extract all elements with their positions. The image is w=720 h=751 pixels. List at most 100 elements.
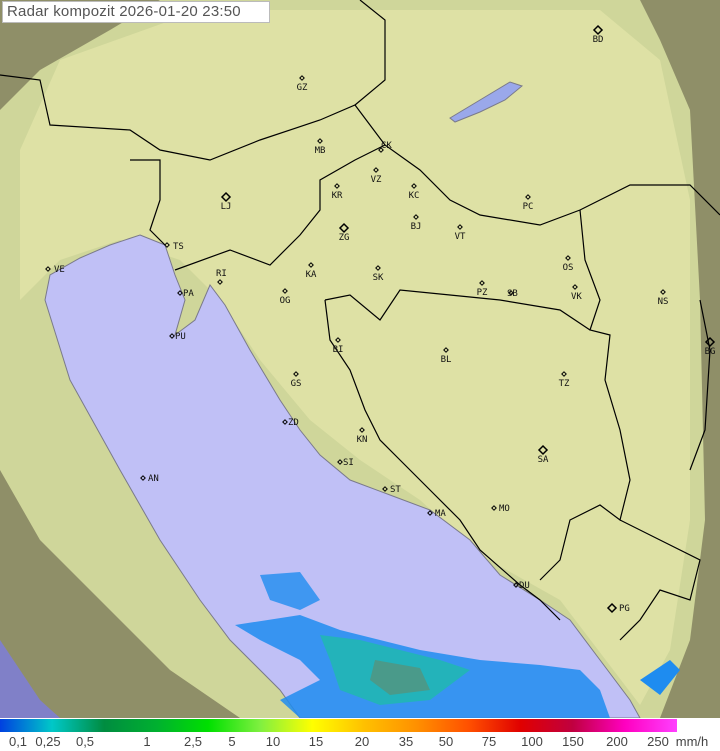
- city-pu: PU: [169, 332, 186, 342]
- lower-left-sea: [0, 640, 60, 718]
- map-title: Radar kompozit 2026-01-20 23:50: [2, 1, 270, 23]
- city-vk: VK: [571, 284, 582, 302]
- city-marker-icon: [359, 427, 365, 433]
- city-label: SK: [373, 273, 384, 283]
- city-marker-icon: [164, 242, 170, 248]
- city-label: PU: [175, 332, 186, 342]
- city-pz: PZ: [477, 280, 488, 298]
- city-label: SI: [343, 458, 354, 468]
- city-marker-icon: [457, 224, 463, 230]
- city-os: OS: [563, 255, 574, 273]
- city-ck: CK: [378, 141, 392, 153]
- city-label: PZ: [477, 288, 488, 298]
- city-label: BJ: [411, 222, 422, 232]
- city-marker-icon: [45, 266, 51, 272]
- city-marker-icon: [334, 183, 340, 189]
- city-marker-icon: [479, 280, 485, 286]
- city-pg: PG: [606, 602, 630, 614]
- legend-label: 0,1: [8, 734, 28, 749]
- city-marker-icon: [606, 602, 618, 614]
- city-marker-icon: [660, 289, 666, 295]
- city-label: OG: [280, 296, 291, 306]
- city-marker-icon: [140, 475, 146, 481]
- city-label: SA: [538, 455, 549, 465]
- city-marker-icon: [592, 24, 604, 36]
- city-label: VT: [455, 232, 466, 242]
- city-og: OG: [280, 288, 291, 306]
- city-marker-icon: [537, 444, 549, 456]
- city-marker-icon: [177, 290, 183, 296]
- borders: [0, 0, 720, 641]
- city-label: TS: [173, 242, 184, 252]
- legend-label: 10: [265, 734, 281, 749]
- city-mo: MO: [491, 504, 510, 514]
- city-label: BL: [441, 355, 452, 365]
- land: [20, 10, 690, 705]
- city-marker-icon: [427, 510, 433, 516]
- city-label: KC: [409, 191, 420, 201]
- city-marker-icon: [411, 183, 417, 189]
- city-marker-icon: [413, 214, 419, 220]
- city-label: RI: [216, 269, 227, 279]
- legend-labels: mm/h 0,1 0,25 0,5 1 2,5 5 10 15 20 35 50 75 100 150 20…: [0, 734, 720, 751]
- legend-unit: mm/h: [675, 734, 709, 749]
- city-label: MA: [435, 509, 446, 519]
- city-marker-icon: [282, 288, 288, 294]
- city-label: VZ: [371, 175, 382, 185]
- city-label: BI: [333, 345, 344, 355]
- radar-map[interactable]: BD GZ MB CK VZ KR KC LJ PC TS VE ZG BJ VT KA SK OS RI PA OG…: [0, 0, 720, 718]
- legend-label: 0,25: [35, 734, 61, 749]
- city-vz: VZ: [371, 167, 382, 185]
- city-label: VE: [54, 265, 65, 275]
- city-sk: SK: [373, 265, 384, 283]
- city-marker-icon: [220, 191, 232, 203]
- city-label: MB: [315, 146, 326, 156]
- city-marker-icon: [169, 333, 175, 339]
- city-du: DU: [513, 581, 530, 591]
- city-label: GZ: [297, 83, 308, 93]
- city-sa: SA: [537, 444, 549, 465]
- city-markers: BD GZ MB CK VZ KR KC LJ PC TS VE ZG BJ VT KA SK OS RI PA OG…: [45, 24, 716, 614]
- city-gs: GS: [291, 371, 301, 389]
- city-marker-icon: [704, 336, 716, 348]
- city-marker-icon: [335, 337, 341, 343]
- city-marker-icon: [572, 284, 578, 290]
- city-tz: TZ: [559, 371, 570, 389]
- legend-label: 100: [521, 734, 543, 749]
- city-pa: PA: [177, 289, 194, 299]
- city-bi: BI: [333, 337, 344, 355]
- city-ve: VE: [45, 265, 65, 275]
- city-label: TZ: [559, 379, 570, 389]
- city-label: AN: [148, 474, 159, 484]
- city-st: ST: [382, 485, 401, 495]
- city-label: ST: [390, 485, 401, 495]
- city-marker-icon: [382, 486, 388, 492]
- city-bd: BD: [592, 24, 604, 45]
- city-label: OS: [563, 263, 574, 273]
- city-label: NS: [658, 297, 669, 307]
- city-label: KA: [306, 270, 317, 280]
- city-marker-icon: [308, 262, 314, 268]
- city-lj: LJ: [220, 191, 232, 212]
- city-label: ZD: [288, 418, 299, 428]
- city-marker-icon: [317, 138, 323, 144]
- city-marker-icon: [282, 419, 288, 425]
- legend-label: 5: [228, 734, 236, 749]
- legend-color-bar: [0, 719, 677, 732]
- city-marker-icon: [299, 75, 305, 81]
- city-marker-icon: [293, 371, 299, 377]
- city-label: PG: [619, 604, 630, 614]
- city-label: KN: [357, 435, 368, 445]
- lake-balaton: [449, 81, 524, 123]
- city-marker-icon: [561, 371, 567, 377]
- legend-label: 20: [354, 734, 370, 749]
- city-label: SB: [507, 289, 518, 299]
- legend-label: 150: [562, 734, 584, 749]
- city-marker-icon: [375, 265, 381, 271]
- legend-label: 1: [143, 734, 151, 749]
- city-marker-icon: [491, 505, 497, 511]
- city-label: CK: [381, 141, 392, 151]
- city-zg: ZG: [339, 222, 349, 243]
- city-ts: TS: [164, 242, 184, 252]
- city-pc: PC: [523, 194, 533, 212]
